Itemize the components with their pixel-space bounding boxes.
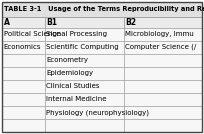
Bar <box>45 41 124 54</box>
Bar <box>2 41 45 54</box>
Bar <box>2 106 45 119</box>
Text: Signal Processing: Signal Processing <box>47 31 108 37</box>
Bar <box>45 106 124 119</box>
Bar <box>2 119 45 132</box>
Bar <box>124 67 202 80</box>
Text: Epidemiology: Epidemiology <box>47 70 94 76</box>
Bar <box>45 28 124 41</box>
Bar <box>45 54 124 67</box>
Bar <box>124 17 202 28</box>
Bar <box>124 80 202 93</box>
Bar <box>124 119 202 132</box>
Bar <box>2 67 45 80</box>
Text: Scientific Computing: Scientific Computing <box>47 44 119 50</box>
Bar <box>2 17 45 28</box>
Text: B1: B1 <box>47 18 58 27</box>
Bar <box>2 54 45 67</box>
Bar <box>124 93 202 106</box>
Text: Clinical Studies: Clinical Studies <box>47 83 100 89</box>
Text: Internal Medicine: Internal Medicine <box>47 96 107 102</box>
Bar <box>2 2 202 17</box>
Bar <box>45 119 124 132</box>
Bar <box>2 80 45 93</box>
Bar <box>124 28 202 41</box>
Text: B2: B2 <box>125 18 136 27</box>
Text: Political Science: Political Science <box>4 31 60 37</box>
Text: Physiology (neurophysiology): Physiology (neurophysiology) <box>47 109 150 116</box>
Bar <box>45 80 124 93</box>
Text: Computer Science (/: Computer Science (/ <box>125 44 196 50</box>
Bar <box>2 93 45 106</box>
Bar <box>45 93 124 106</box>
Text: TABLE 3-1   Usage of the Terms Reproducibility and Replica: TABLE 3-1 Usage of the Terms Reproducibi… <box>4 6 204 12</box>
Bar <box>124 106 202 119</box>
Bar <box>2 28 45 41</box>
Bar <box>124 54 202 67</box>
Bar <box>45 67 124 80</box>
Bar <box>124 41 202 54</box>
Bar <box>45 17 124 28</box>
Text: Econometry: Econometry <box>47 57 89 63</box>
Text: A: A <box>4 18 10 27</box>
Text: Microbiology, Immu: Microbiology, Immu <box>125 31 194 37</box>
Text: Economics: Economics <box>4 44 41 50</box>
